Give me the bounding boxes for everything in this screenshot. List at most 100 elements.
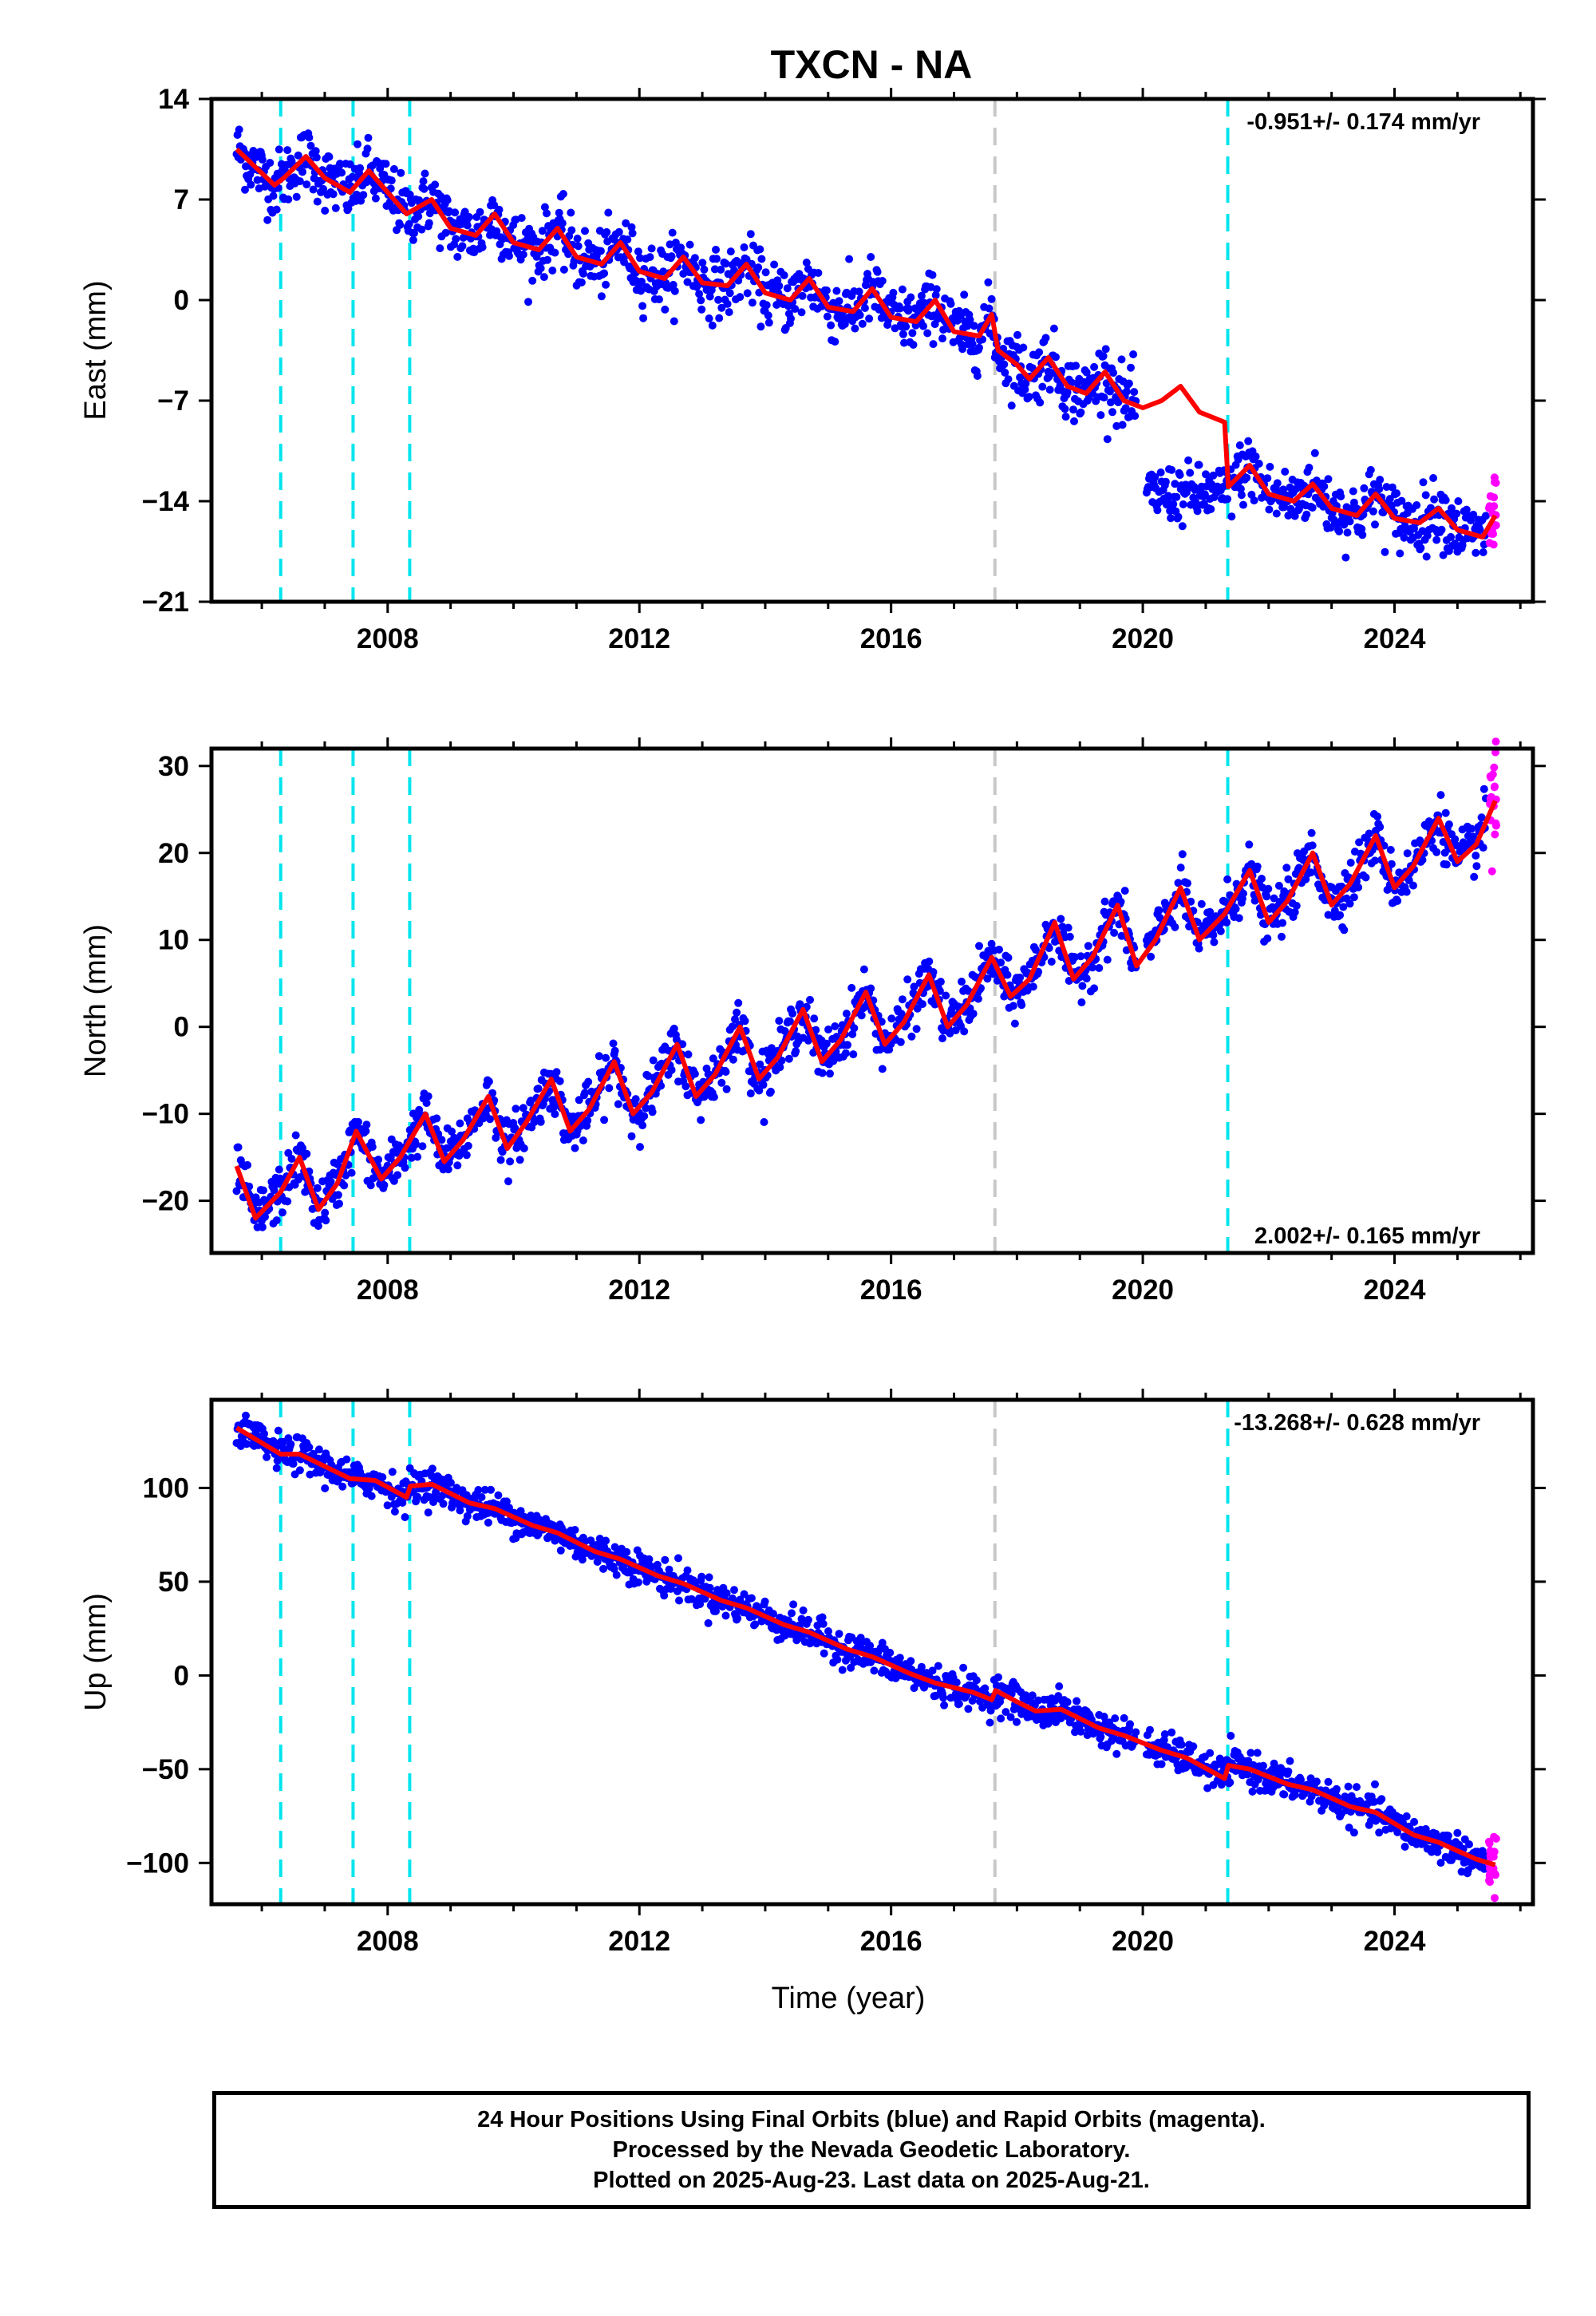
up-final-point — [1349, 1828, 1358, 1837]
north-final-point — [841, 1049, 850, 1057]
east-final-point — [1448, 504, 1456, 512]
east-axis-label: East (mm) — [79, 280, 113, 420]
east-final-point — [1151, 472, 1159, 481]
north-final-point — [453, 1161, 462, 1170]
north-final-point — [1409, 881, 1417, 890]
up-final-point — [556, 1546, 565, 1555]
north-final-point — [258, 1223, 267, 1231]
north-final-point — [638, 1121, 647, 1130]
east-final-point — [787, 314, 795, 323]
up-final-point — [997, 1714, 1005, 1723]
east-final-point — [1341, 553, 1350, 562]
north-final-point — [433, 1114, 441, 1123]
east-final-point — [321, 207, 330, 215]
east-rapid-point — [1490, 493, 1499, 502]
east-final-point — [1175, 471, 1184, 480]
north-final-point — [785, 1017, 794, 1026]
up-final-point — [390, 1508, 399, 1516]
east-final-point — [1421, 491, 1430, 500]
north-final-point — [842, 1010, 851, 1018]
east-final-point — [1227, 512, 1236, 521]
east-model-line — [235, 147, 1498, 539]
east-final-point — [283, 146, 292, 155]
east-x-tick-label: 2012 — [608, 623, 670, 654]
north-final-point — [1418, 856, 1427, 864]
up-final-point — [367, 1492, 376, 1500]
east-final-point — [754, 263, 763, 272]
east-final-point — [667, 252, 676, 261]
east-final-point — [695, 290, 704, 298]
north-final-point — [444, 1165, 452, 1174]
east-final-point — [775, 282, 784, 290]
up-final-point — [578, 1555, 587, 1564]
east-final-point — [622, 219, 630, 227]
north-final-point — [1292, 902, 1301, 910]
north-final-point — [759, 1081, 768, 1089]
north-x-tick-label: 2012 — [608, 1275, 670, 1306]
up-final-point — [260, 1429, 268, 1438]
east-final-point — [889, 288, 898, 297]
east-final-point — [970, 322, 978, 330]
up-final-point — [1226, 1778, 1235, 1787]
east-final-point — [258, 156, 267, 164]
east-final-point — [1454, 497, 1463, 505]
up-final-point — [1146, 1725, 1154, 1734]
east-final-point — [559, 265, 568, 274]
up-final-point — [383, 1501, 392, 1510]
east-final-point — [464, 213, 473, 221]
north-final-point — [717, 1078, 726, 1087]
east-final-point — [831, 338, 839, 346]
east-final-point — [1239, 500, 1247, 509]
east-final-point — [292, 192, 301, 201]
north-final-point — [1003, 970, 1012, 979]
north-final-point — [301, 1188, 310, 1196]
east-final-point — [714, 295, 723, 304]
east-final-point — [1381, 547, 1389, 556]
north-final-point — [279, 1208, 286, 1217]
up-final-point — [502, 1497, 511, 1506]
north-final-point — [1057, 915, 1065, 923]
north-final-point — [519, 1144, 528, 1152]
up-final-point — [878, 1638, 887, 1647]
east-final-point — [1156, 468, 1165, 476]
north-final-point — [1004, 954, 1013, 962]
east-final-point — [973, 372, 982, 380]
north-final-point — [847, 983, 856, 992]
north-final-point — [1178, 850, 1187, 859]
east-final-point — [855, 310, 864, 319]
east-final-point — [1412, 501, 1421, 509]
north-final-point — [1373, 812, 1382, 821]
north-final-point — [1282, 864, 1291, 872]
east-final-point — [1469, 510, 1478, 519]
east-final-point — [909, 341, 918, 349]
east-final-point — [1019, 343, 1028, 352]
up-final-point — [1453, 1828, 1462, 1837]
east-final-point — [306, 141, 315, 150]
north-final-point — [313, 1184, 322, 1192]
east-final-point — [253, 176, 262, 184]
up-final-point — [272, 1464, 281, 1472]
east-final-point — [389, 164, 398, 173]
east-final-point — [1082, 368, 1091, 377]
north-x-tick-label: 2008 — [357, 1275, 419, 1306]
north-final-point — [1376, 823, 1385, 832]
east-final-point — [581, 227, 589, 235]
east-final-point — [740, 243, 749, 251]
up-final-point — [705, 1583, 714, 1592]
north-final-point — [551, 1110, 559, 1118]
east-final-point — [1462, 505, 1471, 514]
north-final-point — [259, 1186, 267, 1195]
north-final-point — [1432, 848, 1441, 856]
east-final-point — [725, 308, 733, 317]
north-rate-label: 2.002+/- 0.165 mm/yr — [1254, 1223, 1480, 1249]
east-final-point — [241, 185, 249, 194]
up-final-point — [769, 1610, 777, 1618]
east-final-point — [325, 152, 334, 161]
up-final-point — [939, 1694, 948, 1702]
east-final-point — [331, 204, 340, 212]
north-final-point — [746, 1089, 755, 1098]
north-y-tick-label: 0 — [174, 1012, 189, 1043]
up-x-tick-label: 2020 — [1112, 1926, 1174, 1957]
up-final-point — [789, 1600, 798, 1609]
up-final-point — [1001, 1708, 1010, 1717]
